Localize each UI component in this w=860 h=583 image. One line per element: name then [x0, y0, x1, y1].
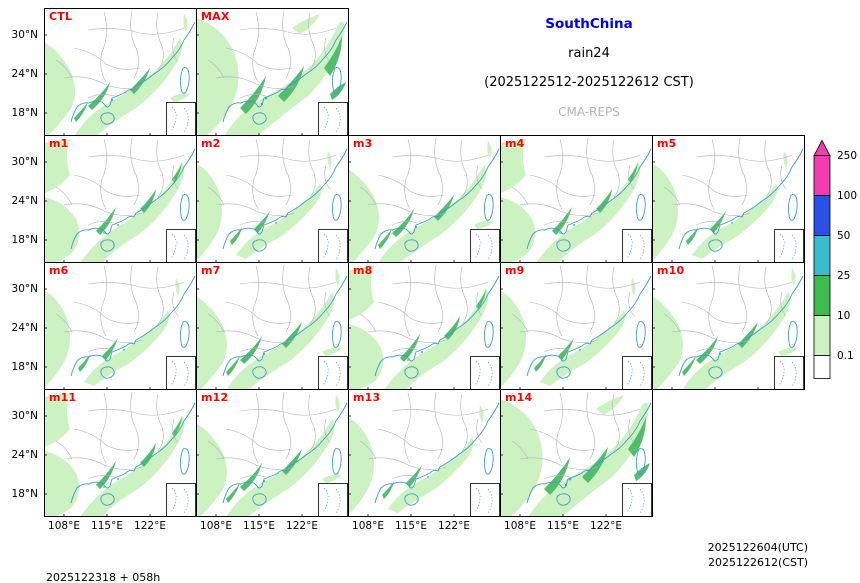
- valid-time-utc: 2025122604(UTC): [707, 541, 808, 554]
- panel-label: m9: [505, 264, 525, 277]
- map-south-china: [44, 135, 197, 263]
- x-tick-label: 108°E: [504, 520, 536, 532]
- y-tick-label: 30°N: [11, 410, 38, 422]
- panel-label: m11: [49, 391, 77, 404]
- x-tick-label: 122°E: [438, 520, 470, 532]
- y-tick-label: 24°N: [11, 68, 38, 80]
- panel-label: m4: [505, 137, 525, 150]
- map-panel-m10: m10: [652, 262, 805, 390]
- x-tick-label: 115°E: [243, 520, 275, 532]
- map-panel-m8: m8: [348, 262, 501, 390]
- y-tick-label: 24°N: [11, 449, 38, 461]
- valid-time-block: 2025122604(UTC) 2025122612(CST): [708, 540, 808, 570]
- map-panel-m1: m1: [44, 135, 197, 263]
- map-south-china: [196, 262, 349, 390]
- colorbar-tick-label: 100: [837, 190, 858, 202]
- map-panel-m14: m14: [500, 389, 653, 517]
- colorbar: [813, 139, 831, 380]
- map-panel-m12: m12: [196, 389, 349, 517]
- map-south-china: [348, 262, 501, 390]
- panel-label: CTL: [49, 10, 73, 23]
- map-south-china: [500, 389, 653, 517]
- colorbar-tick-label: 25: [837, 270, 851, 282]
- x-axis-col1: 108°E 115°E 122°E: [44, 520, 197, 535]
- colorbar-swatches: [813, 139, 831, 379]
- colorbar-tick-label: 0.1: [837, 350, 854, 362]
- x-tick-label: 115°E: [91, 520, 123, 532]
- map-south-china: [348, 389, 501, 517]
- map-panel-ctl: CTL: [44, 8, 197, 136]
- map-panel-m11: m11: [44, 389, 197, 517]
- panel-label: m14: [505, 391, 533, 404]
- map-panel-max: MAX: [196, 8, 349, 136]
- y-axis-row1: 30°N 24°N 18°N: [0, 8, 40, 136]
- map-panel-m3: m3: [348, 135, 501, 263]
- init-time-line1: 2025122318 + 058h: [46, 571, 161, 583]
- x-axis-col3: 108°E 115°E 122°E: [348, 520, 501, 535]
- map-panel-m2: m2: [196, 135, 349, 263]
- y-tick-label: 18°N: [11, 361, 38, 373]
- panel-label: MAX: [201, 10, 230, 23]
- x-tick-label: 122°E: [286, 520, 318, 532]
- title-period: (2025122512-2025122612 CST): [484, 75, 694, 90]
- x-tick-label: 108°E: [48, 520, 80, 532]
- map-south-china: [196, 135, 349, 263]
- x-tick-label: 108°E: [352, 520, 384, 532]
- title-block: SouthChina rain24 (2025122512-2025122612…: [366, 16, 812, 119]
- map-south-china: [44, 8, 197, 136]
- title-model: CMA-REPS: [558, 105, 620, 119]
- map-panel-m7: m7: [196, 262, 349, 390]
- y-tick-label: 30°N: [11, 283, 38, 295]
- panel-label: m10: [657, 264, 685, 277]
- map-panel-m9: m9: [500, 262, 653, 390]
- title-variable: rain24: [568, 46, 610, 61]
- map-south-china: [44, 262, 197, 390]
- x-axis-col4: 108°E 115°E 122°E: [500, 520, 653, 535]
- x-tick-label: 122°E: [590, 520, 622, 532]
- panel-label: m1: [49, 137, 69, 150]
- colorbar-tick-label: 10: [837, 310, 851, 322]
- map-south-china: [196, 8, 349, 136]
- map-south-china: [652, 135, 805, 263]
- map-panel-m5: m5: [652, 135, 805, 263]
- map-south-china: [500, 135, 653, 263]
- map-panel-m6: m6: [44, 262, 197, 390]
- y-axis-row4: 30°N 24°N 18°N: [0, 389, 40, 517]
- panel-label: m2: [201, 137, 221, 150]
- colorbar-tick-label: 250: [837, 150, 858, 162]
- y-tick-label: 24°N: [11, 195, 38, 207]
- x-tick-label: 115°E: [395, 520, 427, 532]
- panel-label: m12: [201, 391, 229, 404]
- map-south-china: [44, 389, 197, 517]
- x-tick-label: 115°E: [547, 520, 579, 532]
- panel-label: m5: [657, 137, 677, 150]
- map-south-china: [348, 135, 501, 263]
- map-south-china: [500, 262, 653, 390]
- colorbar-tick-label: 50: [837, 230, 851, 242]
- map-panel-m13: m13: [348, 389, 501, 517]
- panel-label: m3: [353, 137, 373, 150]
- y-axis-row2: 30°N 24°N 18°N: [0, 135, 40, 263]
- panel-label: m13: [353, 391, 381, 404]
- y-tick-label: 30°N: [11, 29, 38, 41]
- panel-label: m8: [353, 264, 373, 277]
- map-panel-m4: m4: [500, 135, 653, 263]
- y-tick-label: 30°N: [11, 156, 38, 168]
- y-tick-label: 24°N: [11, 322, 38, 334]
- y-axis-row3: 30°N 24°N 18°N: [0, 262, 40, 390]
- x-axis-col2: 108°E 115°E 122°E: [196, 520, 349, 535]
- panel-label: m6: [49, 264, 69, 277]
- x-tick-label: 108°E: [200, 520, 232, 532]
- title-region: SouthChina: [545, 16, 633, 32]
- y-tick-label: 18°N: [11, 107, 38, 119]
- y-tick-label: 18°N: [11, 234, 38, 246]
- x-tick-label: 122°E: [134, 520, 166, 532]
- y-tick-label: 18°N: [11, 488, 38, 500]
- map-south-china: [652, 262, 805, 390]
- map-south-china: [196, 389, 349, 517]
- panel-label: m7: [201, 264, 221, 277]
- init-time-block: 2025122318 + 058h 2025122402 + 058h: [46, 540, 160, 583]
- valid-time-cst: 2025122612(CST): [708, 556, 808, 569]
